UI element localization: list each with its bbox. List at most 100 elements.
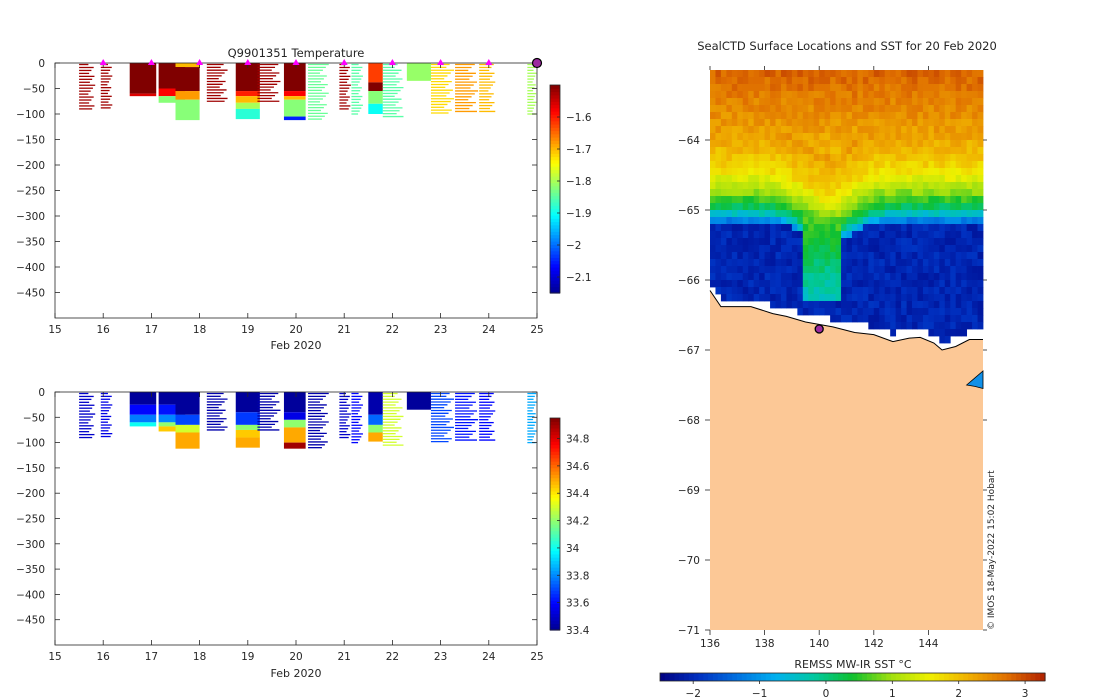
- sst-cell: [906, 203, 913, 211]
- sst-cell: [764, 189, 771, 197]
- sst-cell: [802, 308, 809, 316]
- colorbar-step: [1025, 673, 1032, 681]
- sst-cell: [972, 147, 978, 155]
- sst-cell: [950, 231, 957, 239]
- sst-cell: [841, 224, 847, 232]
- sst-cell: [797, 140, 804, 148]
- sst-cell: [835, 77, 842, 85]
- sst-cell: [764, 91, 771, 99]
- sst-cell: [830, 231, 836, 239]
- sst-cell: [802, 259, 809, 267]
- sst-cell: [857, 133, 864, 141]
- sst-cell: [879, 189, 886, 197]
- colorbar-step: [550, 205, 560, 210]
- sst-cell: [835, 98, 842, 106]
- sst-cell: [917, 196, 924, 204]
- sst-cell: [939, 154, 946, 162]
- sst-cell: [928, 210, 935, 218]
- sst-cell: [879, 161, 886, 169]
- sst-cell: [720, 189, 727, 197]
- sst-cell: [835, 119, 842, 127]
- sst-cell: [977, 133, 984, 141]
- sst-cell: [901, 252, 907, 260]
- sst-cell: [797, 273, 804, 281]
- x-tick-label: 16: [97, 651, 111, 663]
- sst-cell: [950, 182, 957, 190]
- sst-cell: [786, 245, 793, 253]
- sst-cell: [846, 308, 853, 316]
- sst-cell: [917, 287, 924, 295]
- sst-cell: [802, 217, 809, 225]
- colorbar-frame: [549, 417, 561, 631]
- sst-cell: [906, 133, 913, 141]
- sst-cell: [977, 91, 984, 99]
- sst-cell: [715, 217, 722, 225]
- y-tick-label: −70: [678, 555, 700, 567]
- sst-cell: [808, 196, 815, 204]
- colorbar-step: [550, 198, 560, 203]
- sst-cell: [720, 217, 727, 225]
- sst-cell: [759, 287, 765, 295]
- colorbar-step: [550, 189, 560, 193]
- sst-cell: [977, 301, 984, 309]
- sst-cell: [933, 217, 940, 225]
- colorbar-step: [1001, 673, 1008, 681]
- sst-cell: [846, 147, 853, 155]
- sst-cell: [933, 70, 940, 78]
- colorbar-step: [550, 257, 560, 262]
- colorbar-step: [550, 114, 560, 119]
- sst-cell: [786, 133, 793, 141]
- sst-cell: [737, 140, 744, 148]
- sst-cell: [819, 273, 826, 281]
- colorbar-step: [737, 673, 743, 681]
- sst-cell: [780, 119, 787, 127]
- sst-cell: [868, 161, 875, 169]
- sst-cell: [742, 252, 749, 260]
- sst-cell: [901, 161, 907, 169]
- sst-cell: [731, 140, 738, 148]
- sst-cell: [884, 287, 891, 295]
- sst-cell: [879, 91, 886, 99]
- sst-cell: [966, 322, 973, 330]
- sst-cell: [748, 105, 755, 113]
- sst-cell: [879, 252, 886, 260]
- sst-cell: [906, 154, 913, 162]
- sst-cell: [759, 189, 765, 197]
- sst-cell: [917, 231, 924, 239]
- sst-cell: [813, 294, 820, 302]
- colorbar-step: [550, 91, 560, 96]
- sst-cell: [764, 119, 771, 127]
- sst-cell: [764, 140, 771, 148]
- sst-cell: [868, 133, 875, 141]
- sst-cell: [813, 266, 820, 274]
- sst-cell: [841, 273, 847, 281]
- sst-cell: [890, 84, 897, 92]
- colorbar-step: [550, 124, 560, 128]
- sst-cell: [759, 266, 765, 274]
- sst-cell: [879, 231, 886, 239]
- sst-cell: [895, 224, 902, 232]
- sst-cell: [961, 91, 968, 99]
- sst-cell: [939, 84, 946, 92]
- sst-cell: [715, 105, 722, 113]
- sst-cell: [715, 245, 722, 253]
- profile-cell: [129, 63, 157, 94]
- colorbar-step: [550, 583, 560, 588]
- x-tick-label: 15: [48, 651, 61, 663]
- sst-cell: [933, 105, 940, 113]
- sst-cell: [857, 168, 864, 176]
- sst-cell: [939, 182, 946, 190]
- sst-cell: [731, 91, 738, 99]
- sst-cell: [939, 77, 946, 85]
- sst-cell: [862, 294, 869, 302]
- sst-cell: [759, 119, 765, 127]
- sst-cell: [928, 217, 935, 225]
- colorbar-tick-label: 0: [823, 688, 830, 700]
- sst-cell: [862, 119, 869, 127]
- sst-cell: [895, 322, 902, 330]
- sst-cell: [720, 294, 727, 302]
- sst-cell: [780, 154, 787, 162]
- sst-cell: [715, 70, 722, 78]
- sst-cell: [715, 238, 722, 246]
- sst-cell: [770, 175, 776, 183]
